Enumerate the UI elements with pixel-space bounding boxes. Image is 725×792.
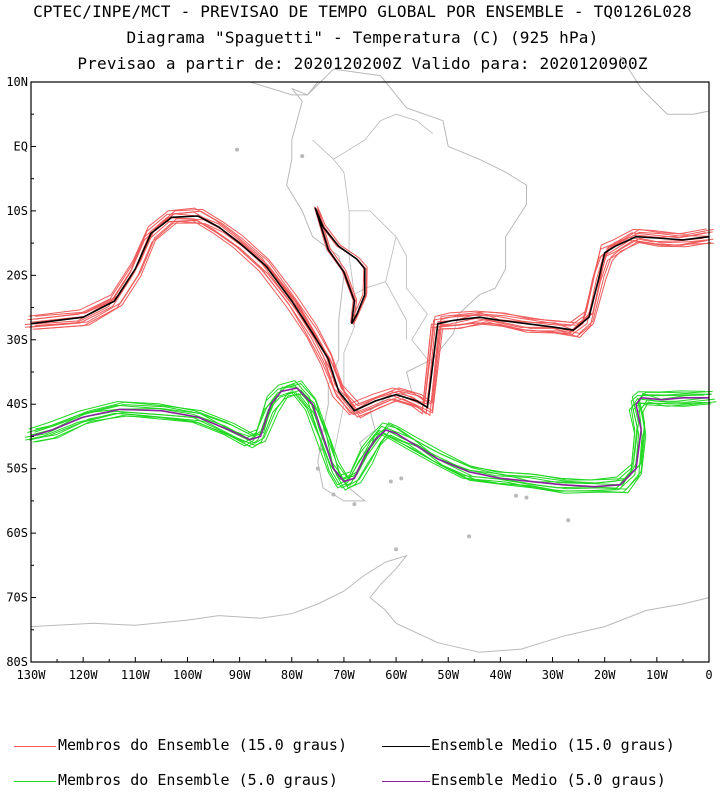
ensemble-member-line bbox=[28, 380, 706, 481]
ensemble-member-line bbox=[29, 219, 708, 416]
legend-swatch-members-15 bbox=[14, 746, 56, 747]
legend-label-members-5: Membros do Ensemble (5.0 graus) bbox=[58, 771, 338, 789]
country-border bbox=[333, 113, 433, 160]
island-mark bbox=[315, 466, 320, 471]
ensemble-member-line bbox=[35, 393, 717, 494]
x-tick-label: 100W bbox=[173, 668, 203, 682]
x-tick-label: 130W bbox=[17, 668, 47, 682]
x-tick-label: 110W bbox=[121, 668, 151, 682]
x-tick-label: 0 bbox=[705, 668, 712, 682]
forecast-validity: Previsao a partir de: 2020120200Z Valido… bbox=[77, 54, 648, 73]
island-mark bbox=[300, 154, 305, 159]
x-tick-label: 40W bbox=[490, 668, 512, 682]
ensemble-mean-line bbox=[30, 387, 709, 488]
island-mark bbox=[235, 147, 240, 152]
y-tick-label: 50S bbox=[6, 462, 28, 476]
ensemble-member-line bbox=[32, 393, 712, 494]
x-tick-label: 10W bbox=[646, 668, 668, 682]
y-tick-label: 20S bbox=[6, 268, 28, 282]
country-border bbox=[354, 236, 397, 296]
ensemble-member-line bbox=[34, 380, 713, 481]
plot-frame bbox=[30, 81, 710, 663]
y-tick-label: 40S bbox=[6, 397, 28, 411]
ensemble-member-line bbox=[30, 215, 710, 412]
island-mark bbox=[566, 518, 571, 523]
island-mark bbox=[514, 493, 519, 498]
ensemble-member-line bbox=[34, 210, 713, 407]
y-tick-label: 70S bbox=[6, 591, 28, 605]
country-border bbox=[385, 281, 407, 340]
ensemble-member-line bbox=[24, 391, 703, 492]
x-tick-label: 90W bbox=[229, 668, 251, 682]
y-tick-label: 10S bbox=[6, 204, 28, 218]
y-tick-label: 10N bbox=[6, 75, 28, 89]
antarctica-coast bbox=[30, 554, 710, 653]
y-tick-label: 60S bbox=[6, 526, 28, 540]
africa-coast bbox=[619, 55, 710, 115]
x-tick-label: 50W bbox=[437, 668, 459, 682]
x-tick-label: 70W bbox=[333, 668, 355, 682]
island-mark bbox=[388, 479, 393, 484]
legend-swatch-mean-15 bbox=[382, 746, 430, 747]
ensemble-member-line bbox=[35, 208, 714, 405]
isotherm-lines bbox=[24, 206, 717, 494]
legend-label-mean-5: Ensemble Medio (5.0 graus) bbox=[431, 771, 666, 789]
y-tick-label: EQ bbox=[14, 139, 28, 153]
central-america-coast bbox=[249, 81, 319, 96]
ensemble-member-line bbox=[35, 220, 714, 419]
chart-subtitle: Diagrama "Spaguetti" - Temperatura (C) (… bbox=[126, 28, 599, 47]
island-mark bbox=[394, 547, 399, 552]
ensemble-member-line-andes bbox=[317, 206, 368, 323]
legend-row-1: Membros do Ensemble (15.0 graus) Ensembl… bbox=[0, 736, 725, 756]
ensemble-mean-line-andes bbox=[314, 207, 366, 325]
legend-row-2: Membros do Ensemble (5.0 graus) Ensemble… bbox=[0, 771, 725, 791]
chart-title: CPTEC/INPE/MCT - PREVISAO DE TEMPO GLOBA… bbox=[33, 2, 692, 21]
x-tick-label: 30W bbox=[542, 668, 564, 682]
island-mark bbox=[331, 492, 336, 497]
ensemble-member-line bbox=[32, 222, 712, 418]
island-mark bbox=[467, 534, 472, 539]
legend-swatch-mean-5 bbox=[382, 781, 430, 782]
x-tick-label: 20W bbox=[594, 668, 616, 682]
ensemble-member-line bbox=[25, 219, 704, 416]
y-tick-label: 80S bbox=[6, 655, 28, 669]
x-tick-label: 80W bbox=[281, 668, 303, 682]
y-tick-label: 30S bbox=[6, 333, 28, 347]
legend-swatch-members-5 bbox=[14, 781, 56, 782]
coastline-map bbox=[30, 55, 710, 653]
axes: 130W 120W 110W 100W 90W 80W 70W 60W 50W 40W 30W 20W… bbox=[6, 75, 712, 682]
x-tick-label: 60W bbox=[385, 668, 407, 682]
island-mark bbox=[524, 495, 529, 500]
ensemble-member-line bbox=[28, 207, 707, 404]
ensemble-mean-line bbox=[30, 215, 710, 412]
island-mark bbox=[352, 502, 357, 507]
legend-label-mean-15: Ensemble Medio (15.0 graus) bbox=[431, 736, 675, 754]
legend-label-members-15: Membros do Ensemble (15.0 graus) bbox=[58, 736, 347, 754]
ensemble-member-line bbox=[34, 218, 714, 415]
island-mark bbox=[399, 476, 404, 481]
ensemble-member-line bbox=[27, 211, 706, 408]
ensemble-member-line bbox=[30, 213, 709, 412]
x-tick-label: 120W bbox=[69, 668, 99, 682]
ensemble-member-line bbox=[24, 217, 704, 414]
